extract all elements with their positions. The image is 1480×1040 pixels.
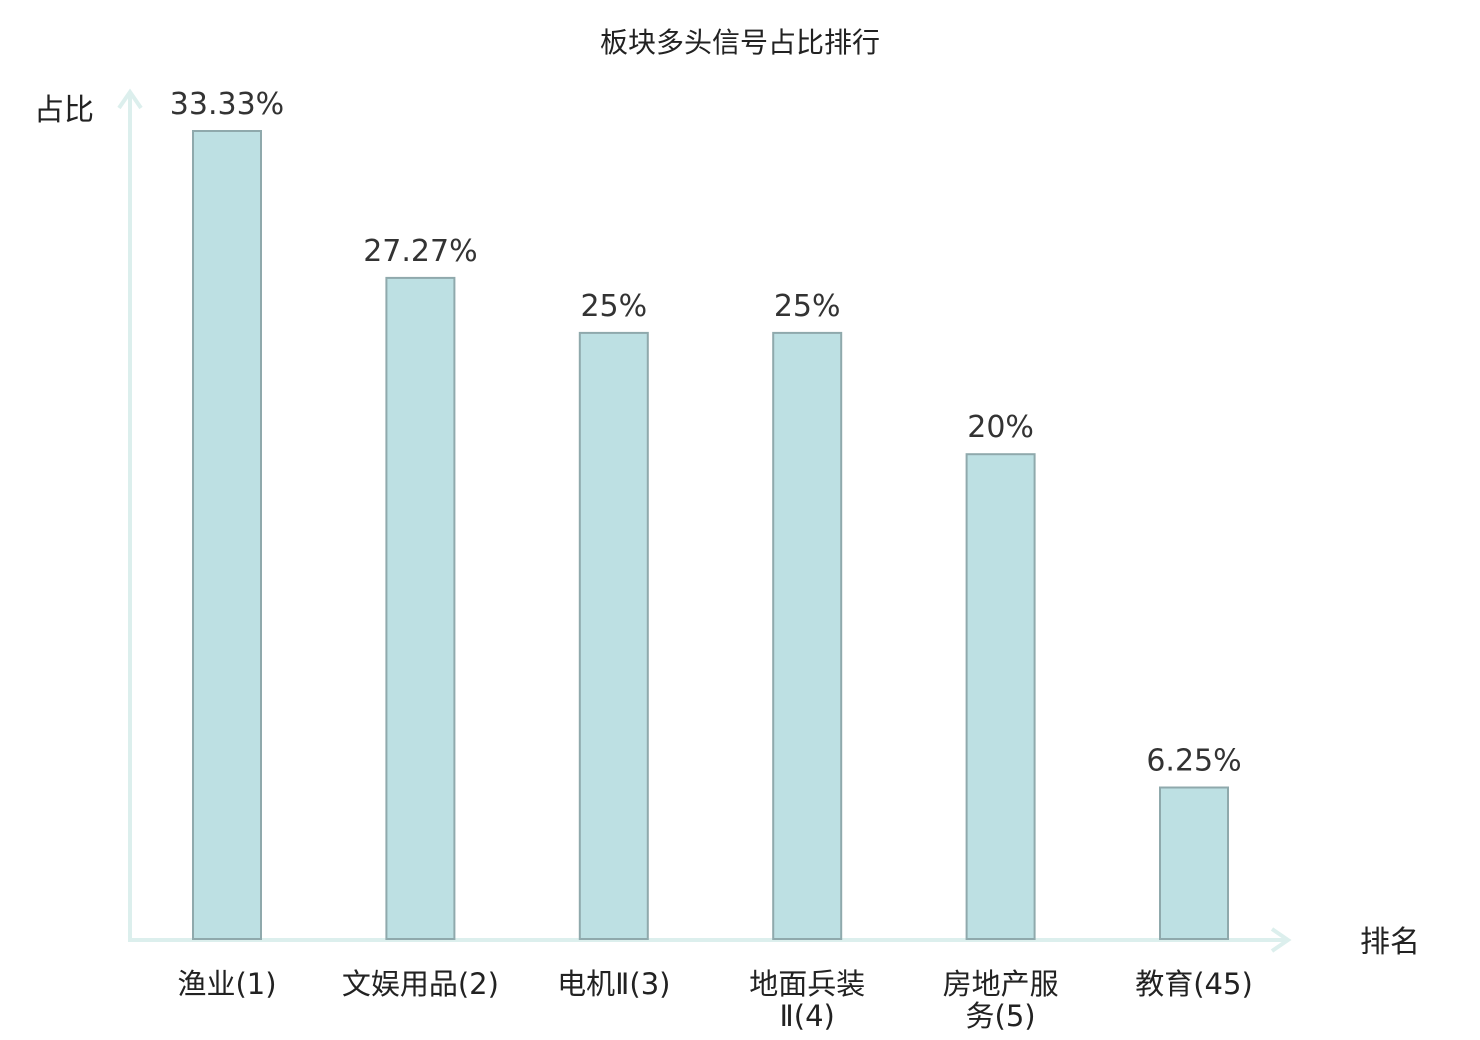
category-label-2: 文娱用品(2)	[342, 967, 499, 1001]
axes	[117, 88, 1292, 953]
x-axis-label: 排名	[1360, 925, 1420, 960]
category-label-4: 地面兵装 Ⅱ(4)	[749, 967, 865, 1033]
bars-group	[192, 130, 1229, 940]
bar-4	[772, 331, 843, 940]
value-label-3: 25%	[580, 289, 647, 324]
value-label-1: 33.33%	[170, 87, 284, 122]
category-label-1: 渔业(1)	[177, 967, 276, 1001]
category-label-6: 教育(45)	[1135, 967, 1253, 1001]
x-axis-arrow	[1270, 927, 1292, 953]
bar-6	[1159, 786, 1229, 940]
category-labels-group: 渔业(1) 文娱用品(2) 电机Ⅱ(3) 地面兵装 Ⅱ(4) 房地产服务(5) 教育(45)	[177, 967, 1252, 1033]
bar-1	[192, 130, 262, 940]
value-labels-group: 33.33% 27.27% 25% 25% 20% 6.25%	[170, 87, 1242, 779]
value-label-2: 27.27%	[363, 234, 477, 269]
category-label-3: 电机Ⅱ(3)	[557, 967, 670, 1001]
value-label-6: 6.25%	[1146, 744, 1241, 779]
chart-title: 板块多头信号占比排行	[600, 26, 880, 59]
value-label-4: 25%	[774, 289, 841, 324]
value-label-5: 20%	[967, 410, 1034, 445]
y-axis-label: 占比	[34, 93, 94, 128]
bar-2	[385, 276, 456, 940]
bar-5	[965, 453, 1036, 940]
bar-3	[578, 331, 649, 940]
category-label-5: 房地产服务(5)	[943, 967, 1059, 1033]
y-axis-arrow	[117, 88, 143, 110]
